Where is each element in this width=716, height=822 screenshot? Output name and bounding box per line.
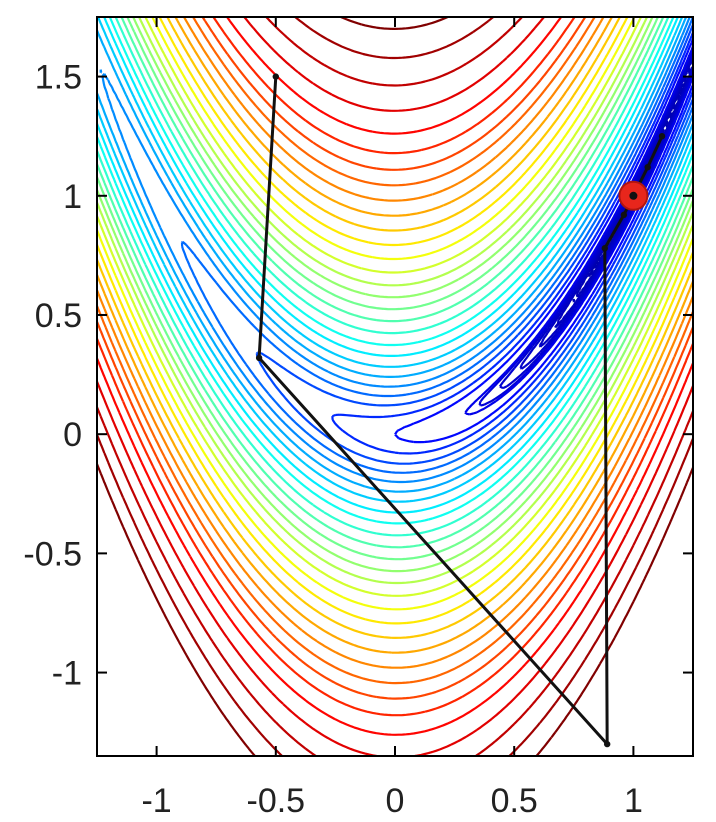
x-tick-label-4: 1 bbox=[624, 782, 643, 820]
path-point-1 bbox=[255, 354, 263, 362]
contour-line-8 bbox=[97, 17, 693, 514]
y-tick-label-0: 1.5 bbox=[35, 59, 82, 97]
contour-line-25 bbox=[97, 17, 693, 756]
contour-line-10 bbox=[97, 17, 693, 537]
path-point-6 bbox=[644, 163, 651, 171]
contour-lines bbox=[97, 17, 693, 756]
contour-line-12 bbox=[97, 17, 693, 561]
contour-line-21 bbox=[97, 17, 693, 685]
path-segment-3 bbox=[603, 213, 626, 250]
x-tick-label-2: 0 bbox=[386, 782, 405, 820]
contour-line-13 bbox=[97, 17, 693, 573]
path-segment-1 bbox=[257, 356, 609, 746]
contour-line-3 bbox=[255, 24, 693, 465]
contour-line-11 bbox=[97, 17, 693, 549]
contour-line-18 bbox=[97, 17, 693, 639]
path-segment-2 bbox=[603, 246, 609, 746]
minimum-marker-group bbox=[618, 180, 649, 211]
x-tick-label-1: -0.5 bbox=[247, 782, 306, 820]
contour-line-1 bbox=[394, 38, 693, 444]
contour-line-9 bbox=[97, 17, 693, 525]
contour-line-28 bbox=[97, 17, 693, 756]
contour-line-26 bbox=[97, 17, 693, 756]
path-point-3 bbox=[601, 245, 608, 252]
contour-line-20 bbox=[97, 17, 693, 669]
contour-line-4 bbox=[180, 17, 693, 474]
x-tick-label-0: -1 bbox=[141, 782, 171, 820]
contour-line-22 bbox=[97, 17, 693, 700]
y-tick-label-3: 0 bbox=[63, 416, 82, 454]
contour-line-5 bbox=[99, 17, 693, 484]
y-tick-label-2: 0.5 bbox=[35, 297, 82, 335]
path-segment-0 bbox=[257, 75, 278, 360]
path-point-0 bbox=[272, 73, 279, 80]
path-segment-6 bbox=[646, 134, 664, 169]
optimizer-path bbox=[255, 73, 666, 748]
contour-line-16 bbox=[97, 17, 693, 611]
contour-line-15 bbox=[97, 17, 693, 597]
contour-line-17 bbox=[97, 17, 693, 625]
contour-line-19 bbox=[97, 17, 693, 654]
y-tick-label-1: 1 bbox=[63, 178, 82, 216]
x-tick-label-3: 0.5 bbox=[491, 782, 538, 820]
path-point-2 bbox=[603, 740, 611, 748]
y-tick-label-4: -0.5 bbox=[23, 535, 82, 573]
axis-ticks: -1 -0.5 0 0.5 1 1.5 1 0.5 0 -0.5 -1 bbox=[23, 17, 693, 820]
y-tick-label-5: -1 bbox=[52, 655, 82, 693]
contour-line-2 bbox=[331, 31, 693, 455]
path-point-7 bbox=[658, 132, 666, 140]
minimum-center-dot bbox=[629, 191, 638, 200]
path-point-4 bbox=[620, 211, 628, 219]
contour-line-23 bbox=[97, 17, 693, 717]
